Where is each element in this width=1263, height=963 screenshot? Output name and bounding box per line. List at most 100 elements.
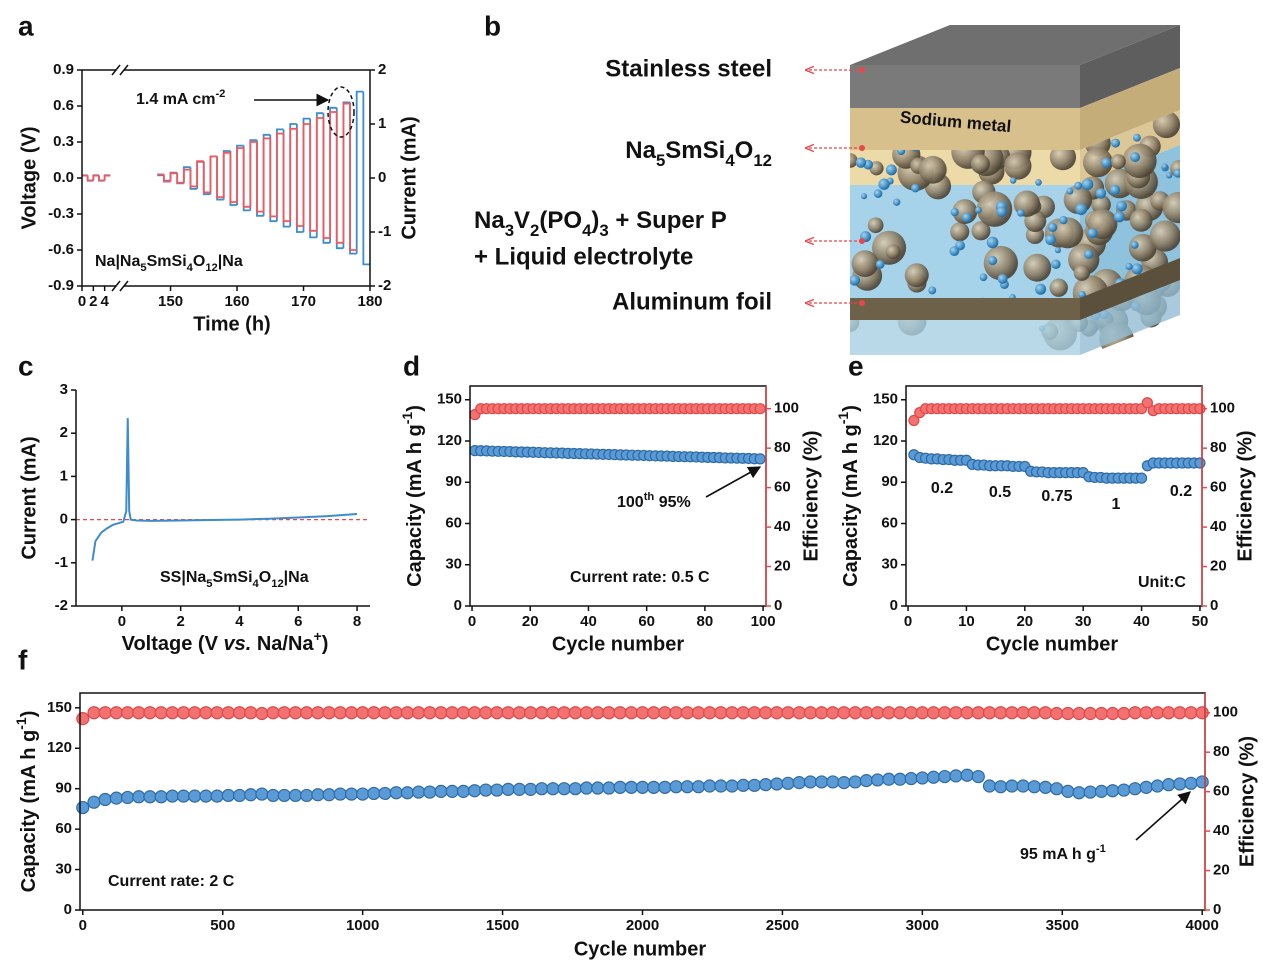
carbon-particle xyxy=(1035,179,1042,186)
carbon-particle xyxy=(1131,241,1139,249)
data-point xyxy=(883,707,895,719)
x-tick-label: 60 xyxy=(638,613,655,630)
data-point xyxy=(648,707,660,719)
particle xyxy=(1162,192,1193,223)
data-point xyxy=(838,777,850,789)
data-point xyxy=(189,790,201,802)
data-point xyxy=(1062,708,1074,720)
x-tick-label: 150 xyxy=(158,293,183,310)
data-point xyxy=(603,707,615,719)
x-tick-label: 170 xyxy=(291,293,316,310)
carbon-particle xyxy=(861,193,867,199)
chart-panel: 0500100015002000250030003500400003060901… xyxy=(13,644,1259,960)
text-part: SS|Na xyxy=(160,569,206,586)
data-point xyxy=(860,775,872,787)
data-point xyxy=(1028,707,1040,719)
label-dot xyxy=(859,238,865,244)
carbon-particle xyxy=(1162,163,1168,169)
data-point xyxy=(200,790,212,802)
x-tick-label: 4 xyxy=(100,293,109,310)
layer-name: Stainless steel xyxy=(605,55,772,82)
data-point xyxy=(200,707,212,719)
y-axis-label: Capacity (mA h g-1) xyxy=(13,711,41,893)
data-point xyxy=(827,707,839,719)
data-point xyxy=(984,707,996,719)
particle xyxy=(1049,279,1067,297)
carbon-particle xyxy=(996,207,1007,218)
data-point xyxy=(435,785,447,797)
data-point xyxy=(1073,787,1085,799)
data-point xyxy=(670,707,682,719)
panel-label: f xyxy=(18,644,28,675)
chart-panel: 0204060801000306090120150020406080100dCy… xyxy=(399,350,823,655)
data-point xyxy=(1006,707,1018,719)
data-point xyxy=(469,707,481,719)
data-point xyxy=(536,707,548,719)
step-segment xyxy=(290,124,297,227)
x-tick-label: 100 xyxy=(751,613,776,630)
data-point xyxy=(692,781,704,793)
text-part: + Super P xyxy=(609,207,727,234)
x-tick-label: 500 xyxy=(210,917,235,934)
data-point xyxy=(625,781,637,793)
data-point xyxy=(804,776,816,788)
step-segment xyxy=(230,153,237,202)
y2-axis-label: Efficiency (%) xyxy=(1234,430,1256,561)
text-part: 95% xyxy=(654,494,690,511)
step-segment xyxy=(237,148,244,202)
annotation: 1.4 mA cm-2 xyxy=(136,88,225,108)
data-point xyxy=(222,707,234,719)
data-point xyxy=(592,782,604,794)
layer-name: + Liquid electrolyte xyxy=(474,243,693,270)
step-segment xyxy=(317,118,324,231)
data-point xyxy=(513,783,525,795)
carbon-particle xyxy=(1111,139,1120,148)
y-tick-label: 60 xyxy=(881,514,898,531)
data-point xyxy=(603,782,615,794)
data-point xyxy=(278,789,290,801)
y-tick-label: 0.9 xyxy=(53,61,74,78)
x-tick-label: 20 xyxy=(522,613,539,630)
data-point xyxy=(178,790,190,802)
carbon-particle xyxy=(1116,201,1127,212)
data-point xyxy=(939,771,951,783)
y2-tick-label: 20 xyxy=(1210,558,1227,575)
data-point xyxy=(99,707,111,719)
carbon-particle xyxy=(1084,250,1093,259)
data-point xyxy=(681,781,693,793)
carbon-particle xyxy=(975,207,982,214)
data-point xyxy=(1107,785,1119,797)
step-segment xyxy=(217,156,224,199)
step-segment xyxy=(177,173,184,183)
data-point xyxy=(502,783,514,795)
data-point xyxy=(782,707,794,719)
data-point xyxy=(469,785,481,797)
y2-axis-label: Efficiency (%) xyxy=(800,430,822,561)
data-point xyxy=(155,791,167,803)
data-point xyxy=(413,786,425,798)
data-point xyxy=(144,791,156,803)
step-segment xyxy=(184,170,191,183)
text-part: Capacity (mA h g xyxy=(404,424,426,587)
x-axis-label: Voltage (V vs. Na/Na+) xyxy=(122,628,329,656)
particle xyxy=(971,154,990,173)
data-point xyxy=(88,707,100,719)
data-point xyxy=(457,785,469,797)
panel-label: d xyxy=(403,350,420,381)
particle xyxy=(1074,265,1090,281)
particle xyxy=(1052,217,1083,248)
text-part: O xyxy=(259,569,271,586)
data-point xyxy=(972,771,984,783)
x-tick-label: 0 xyxy=(78,293,86,310)
text-part: + xyxy=(314,628,322,644)
text-part: Na/Na xyxy=(251,633,314,655)
data-point xyxy=(166,707,178,719)
data-point xyxy=(289,707,301,719)
label-dot xyxy=(859,300,865,306)
data-point xyxy=(133,791,145,803)
x-tick-label: 40 xyxy=(1133,613,1150,630)
step-segment xyxy=(270,135,277,221)
annotation: 0.2 xyxy=(1170,483,1192,500)
particle xyxy=(843,153,857,167)
data-point xyxy=(1185,707,1197,719)
